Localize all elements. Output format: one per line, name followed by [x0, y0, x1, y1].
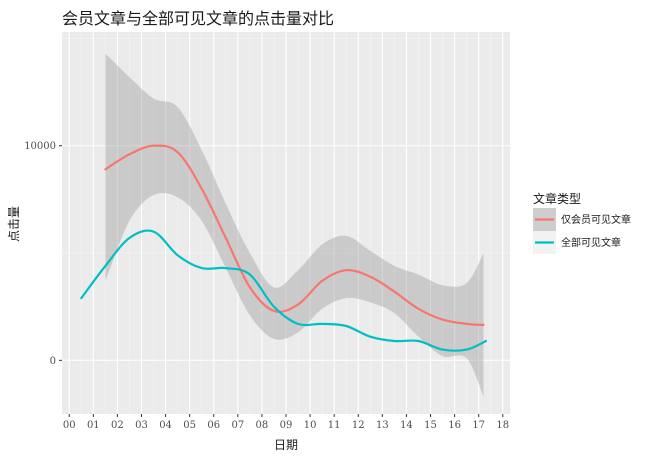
x-tick-label: 16: [448, 420, 461, 431]
x-axis-title: 日期: [274, 438, 298, 452]
legend-label: 全部可见文章: [561, 236, 621, 249]
x-tick-label: 08: [256, 420, 269, 431]
x-tick-label: 09: [280, 420, 293, 431]
series-lines: [80, 144, 487, 352]
x-tick-label: 12: [352, 420, 365, 431]
x-tick-label: 13: [376, 420, 389, 431]
y-axis-title: 点击量: [7, 206, 21, 242]
legend-label: 仅会员可见文章: [561, 213, 631, 226]
series-line: [80, 229, 487, 352]
x-tick-label: 00: [63, 420, 76, 431]
x-tick-label: 02: [111, 420, 124, 431]
y-axis: 0 10000: [24, 141, 62, 367]
x-tick-label: 11: [328, 420, 341, 431]
x-tick-label: 03: [135, 420, 148, 431]
x-tick-label: 07: [231, 420, 244, 431]
x-axis: 00 01 02 03 04 05 06 07 08 09 10 11 12 13 14 15 16 17 18: [63, 414, 509, 431]
x-tick-label: 10: [304, 420, 317, 431]
legend-title: 文章类型: [533, 191, 581, 206]
x-tick-label: 04: [159, 420, 172, 431]
confidence-band: [105, 53, 484, 397]
y-tick-label: 0: [50, 356, 56, 367]
x-tick-label: 06: [207, 420, 220, 431]
grid-lines: [62, 32, 510, 414]
chart-title: 会员文章与全部可见文章的点击量对比: [62, 9, 334, 28]
x-tick-label: 14: [400, 420, 413, 431]
y-tick-label: 10000: [24, 141, 56, 152]
x-tick-label: 05: [183, 420, 196, 431]
series-line: [104, 144, 485, 326]
x-tick-label: 18: [496, 420, 509, 431]
x-tick-label: 01: [87, 420, 100, 431]
confidence-bands: [105, 53, 484, 397]
x-tick-label: 17: [472, 420, 485, 431]
x-tick-label: 15: [424, 420, 437, 431]
